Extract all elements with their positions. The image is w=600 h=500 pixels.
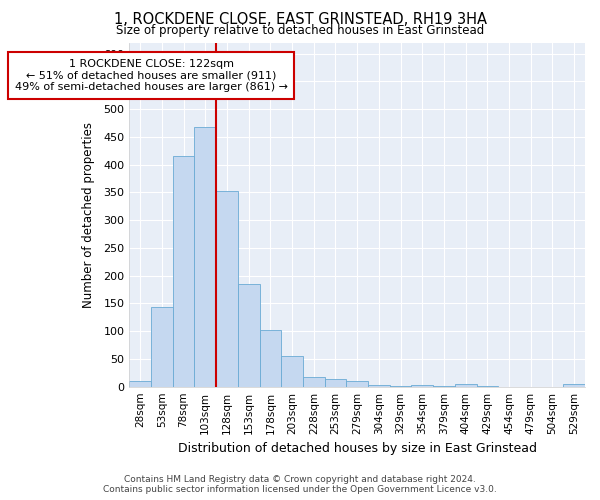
Bar: [260, 330, 281, 386]
Text: Contains HM Land Registry data © Crown copyright and database right 2024.
Contai: Contains HM Land Registry data © Crown c…: [103, 474, 497, 494]
Bar: [173, 156, 194, 386]
Text: 1, ROCKDENE CLOSE, EAST GRINSTEAD, RH19 3HA: 1, ROCKDENE CLOSE, EAST GRINSTEAD, RH19 …: [113, 12, 487, 28]
Bar: [346, 381, 368, 386]
Bar: [151, 308, 173, 386]
Text: 1 ROCKDENE CLOSE: 122sqm
← 51% of detached houses are smaller (911)
49% of semi-: 1 ROCKDENE CLOSE: 122sqm ← 51% of detach…: [14, 59, 287, 92]
X-axis label: Distribution of detached houses by size in East Grinstead: Distribution of detached houses by size …: [178, 442, 536, 455]
Bar: [563, 384, 585, 386]
Text: Size of property relative to detached houses in East Grinstead: Size of property relative to detached ho…: [116, 24, 484, 37]
Bar: [130, 381, 151, 386]
Bar: [281, 356, 303, 386]
Bar: [216, 190, 238, 386]
Y-axis label: Number of detached properties: Number of detached properties: [82, 122, 95, 308]
Bar: [238, 284, 260, 386]
Bar: [325, 379, 346, 386]
Bar: [412, 385, 433, 386]
Bar: [368, 385, 390, 386]
Bar: [194, 127, 216, 386]
Bar: [455, 384, 476, 386]
Bar: [303, 376, 325, 386]
